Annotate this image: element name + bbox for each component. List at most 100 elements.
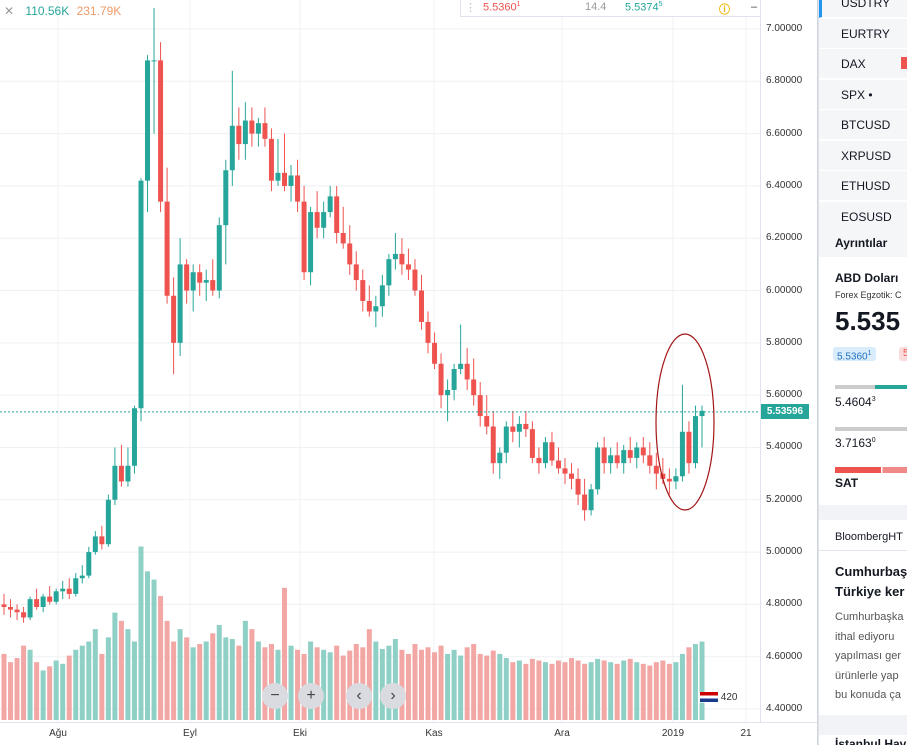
candle-body <box>386 259 392 286</box>
volume-bar <box>53 660 59 720</box>
watchlist-item-eosusd[interactable]: EOSUSD <box>819 201 907 232</box>
bid-sup: 1 <box>516 1 521 8</box>
price-tick-label: 7.00000 <box>766 23 803 34</box>
news-headline-1[interactable]: Cumhurbaşk <box>835 564 907 579</box>
price-chart[interactable] <box>0 0 760 722</box>
watchlist-item-eurtry[interactable]: EURTRY <box>819 18 907 49</box>
volume-bar <box>14 658 20 720</box>
candle-body <box>653 465 659 474</box>
scroll-right-button[interactable]: › <box>380 683 406 709</box>
minimize-icon[interactable]: – <box>751 1 758 13</box>
volume-bar <box>555 660 561 720</box>
candle-body <box>216 225 222 291</box>
candle-body <box>484 416 490 427</box>
time-axis[interactable]: Ağu Eyl Eki Kas Ara 2019 21 <box>0 722 817 746</box>
candle-body <box>321 212 327 228</box>
candle-body <box>47 596 53 602</box>
volume-value-2: 231.79K <box>76 4 122 18</box>
details-header[interactable]: Ayrıntılar <box>819 229 907 257</box>
watchlist-item-usdtry[interactable]: USDTRY <box>819 0 907 18</box>
price-tick-label: 4.40000 <box>766 703 803 714</box>
bid-badge-value: 5.5360 <box>837 351 868 363</box>
watchlist-symbol: XRPUSD <box>841 148 892 163</box>
volume-bar <box>340 655 346 720</box>
candle-body <box>73 578 79 594</box>
time-tick-label: Ara <box>554 728 570 739</box>
candle-body <box>621 450 627 464</box>
price-tick-label: 6.40000 <box>766 179 803 191</box>
candle-body <box>275 172 281 181</box>
candle-body <box>131 408 137 466</box>
volume-bar <box>177 629 183 720</box>
volume-bar <box>653 662 659 720</box>
watchlist-symbol: USDTRY <box>841 0 891 10</box>
volume-bar <box>595 658 601 720</box>
candle-body <box>288 175 294 186</box>
volume-bar <box>353 644 359 720</box>
next-headline[interactable]: İstanbul Hav <box>835 737 907 745</box>
candle-body <box>686 431 692 464</box>
volume-bar <box>418 649 424 720</box>
price-axis[interactable]: 7.00000 6.80000 6.60000 6.40000 6.20000 6.000… <box>760 0 818 722</box>
candle-body <box>353 264 359 281</box>
candle-body <box>601 447 607 464</box>
candle-body <box>438 363 444 396</box>
volume-bar <box>634 662 640 720</box>
news-divider-2 <box>819 715 907 735</box>
watchlist-item-btcusd[interactable]: BTCUSD <box>819 110 907 140</box>
zoom-in-button[interactable]: + <box>298 683 324 709</box>
volume-bar <box>399 649 405 720</box>
range-bar-2 <box>835 427 907 431</box>
volume-bar <box>621 660 627 720</box>
candle-body <box>464 363 470 380</box>
candle-body <box>418 290 424 322</box>
time-tick-label: 2019 <box>661 728 685 739</box>
chart-area[interactable]: ✕ 110.56K 231.79K ⋮ 5.53601 14.4 5.53745… <box>0 0 767 722</box>
volume-bar <box>21 645 27 720</box>
candle-body <box>40 596 46 607</box>
scroll-left-button[interactable]: ‹ <box>346 683 372 709</box>
candle-body <box>340 233 346 244</box>
watchlist-item-ethusd[interactable]: ETHUSD <box>819 171 907 201</box>
volume-bar <box>569 658 575 720</box>
quote-panel: ⋮ 5.53601 14.4 5.53745 ⓘ – <box>460 0 767 17</box>
news-body-line: bu konuda ça <box>835 689 902 701</box>
price-tick-label: 4.80000 <box>766 598 803 610</box>
candle-body <box>262 123 268 139</box>
spread-value: 14.4 <box>585 1 607 13</box>
candle-body <box>229 125 235 171</box>
volume-bar <box>679 653 685 720</box>
candle-body <box>249 120 255 134</box>
volume-bar <box>242 620 248 720</box>
candle-body <box>432 342 438 364</box>
volume-bar <box>582 663 588 720</box>
volume-bar <box>686 647 692 720</box>
watchlist-item-xrpusd[interactable]: XRPUSD <box>819 140 907 171</box>
candle-body <box>314 212 320 228</box>
bid-price[interactable]: 5.53601 <box>483 1 521 14</box>
volume-bar <box>412 644 418 720</box>
news-source[interactable]: BloombergHT <box>835 531 903 543</box>
drag-handle-icon[interactable]: ⋮ <box>465 2 476 14</box>
candle-body <box>21 612 27 618</box>
close-icon[interactable]: ✕ <box>4 4 15 18</box>
volume-bar <box>236 645 242 720</box>
candle-body <box>158 60 164 202</box>
candle-body <box>392 253 398 260</box>
watchlist-item-dax[interactable]: DAX <box>819 49 907 79</box>
volume-bar <box>542 662 548 720</box>
watchlist-item-spx[interactable]: SPX • <box>819 79 907 110</box>
candle-body <box>177 264 183 343</box>
ask-price[interactable]: 5.53745 <box>625 1 663 14</box>
candle-body <box>666 478 672 482</box>
volume-bar <box>673 662 679 720</box>
candles <box>1 8 705 623</box>
zoom-out-button[interactable]: − <box>262 683 288 709</box>
price-tick-label: 6.60000 <box>766 127 803 139</box>
alert-icon[interactable]: ⓘ <box>719 4 730 16</box>
volume-bar <box>438 645 444 720</box>
current-price: 5.535 <box>835 306 901 336</box>
news-headline-2[interactable]: Türkiye ker <box>835 584 905 599</box>
volume-bar <box>158 596 164 720</box>
candle-body <box>542 442 548 464</box>
